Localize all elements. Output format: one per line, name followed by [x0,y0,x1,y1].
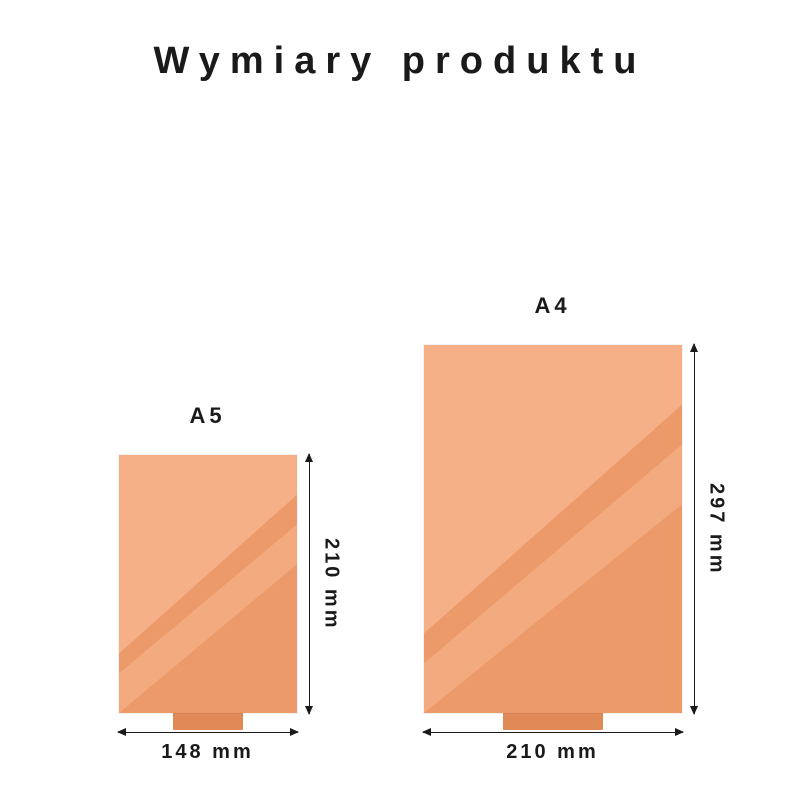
stand-a4 [503,712,603,730]
product-label: A4 [534,293,570,319]
panel-a4 [423,344,683,714]
dim-line-vertical [694,344,695,714]
dim-value-height: 210 mm [320,538,343,631]
stand-a5 [173,712,243,730]
dim-line-horizontal [423,732,683,733]
dim-value-height: 297 mm [705,483,728,576]
dim-value-width: 148 mm [161,741,254,764]
gloss-overlay [119,455,297,713]
product-a4: A4 297 mm 210 mm [423,293,683,730]
products-container: A5 210 mm 148 mm A4 [0,150,800,730]
product-a5: A5 210 mm 148 mm [118,403,298,730]
panel-wrap-a4: 297 mm 210 mm [423,344,683,714]
dim-value-width: 210 mm [506,741,599,764]
product-label: A5 [189,403,225,429]
page-title: Wymiary produktu [0,40,800,83]
panel-a5 [118,454,298,714]
dimension-horizontal-a5: 148 mm [118,732,298,764]
gloss-overlay [424,345,682,713]
dimension-horizontal-a4: 210 mm [423,732,683,764]
dimension-vertical-a4: 297 mm [694,344,728,714]
dim-line-vertical [309,454,310,714]
dimension-vertical-a5: 210 mm [309,454,343,714]
panel-wrap-a5: 210 mm 148 mm [118,454,298,714]
dim-line-horizontal [118,732,298,733]
